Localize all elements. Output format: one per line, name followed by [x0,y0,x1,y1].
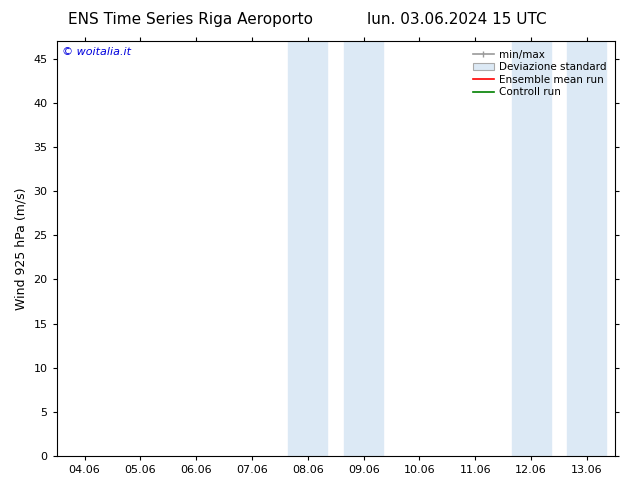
Y-axis label: Wind 925 hPa (m/s): Wind 925 hPa (m/s) [15,187,28,310]
Legend: min/max, Deviazione standard, Ensemble mean run, Controll run: min/max, Deviazione standard, Ensemble m… [470,47,610,100]
Bar [344,41,383,456]
Bar [567,41,607,456]
Bar [512,41,551,456]
Text: ENS Time Series Riga Aeroporto: ENS Time Series Riga Aeroporto [68,12,313,27]
Bar [288,41,327,456]
Text: © woitalia.it: © woitalia.it [62,48,131,57]
Text: lun. 03.06.2024 15 UTC: lun. 03.06.2024 15 UTC [366,12,547,27]
